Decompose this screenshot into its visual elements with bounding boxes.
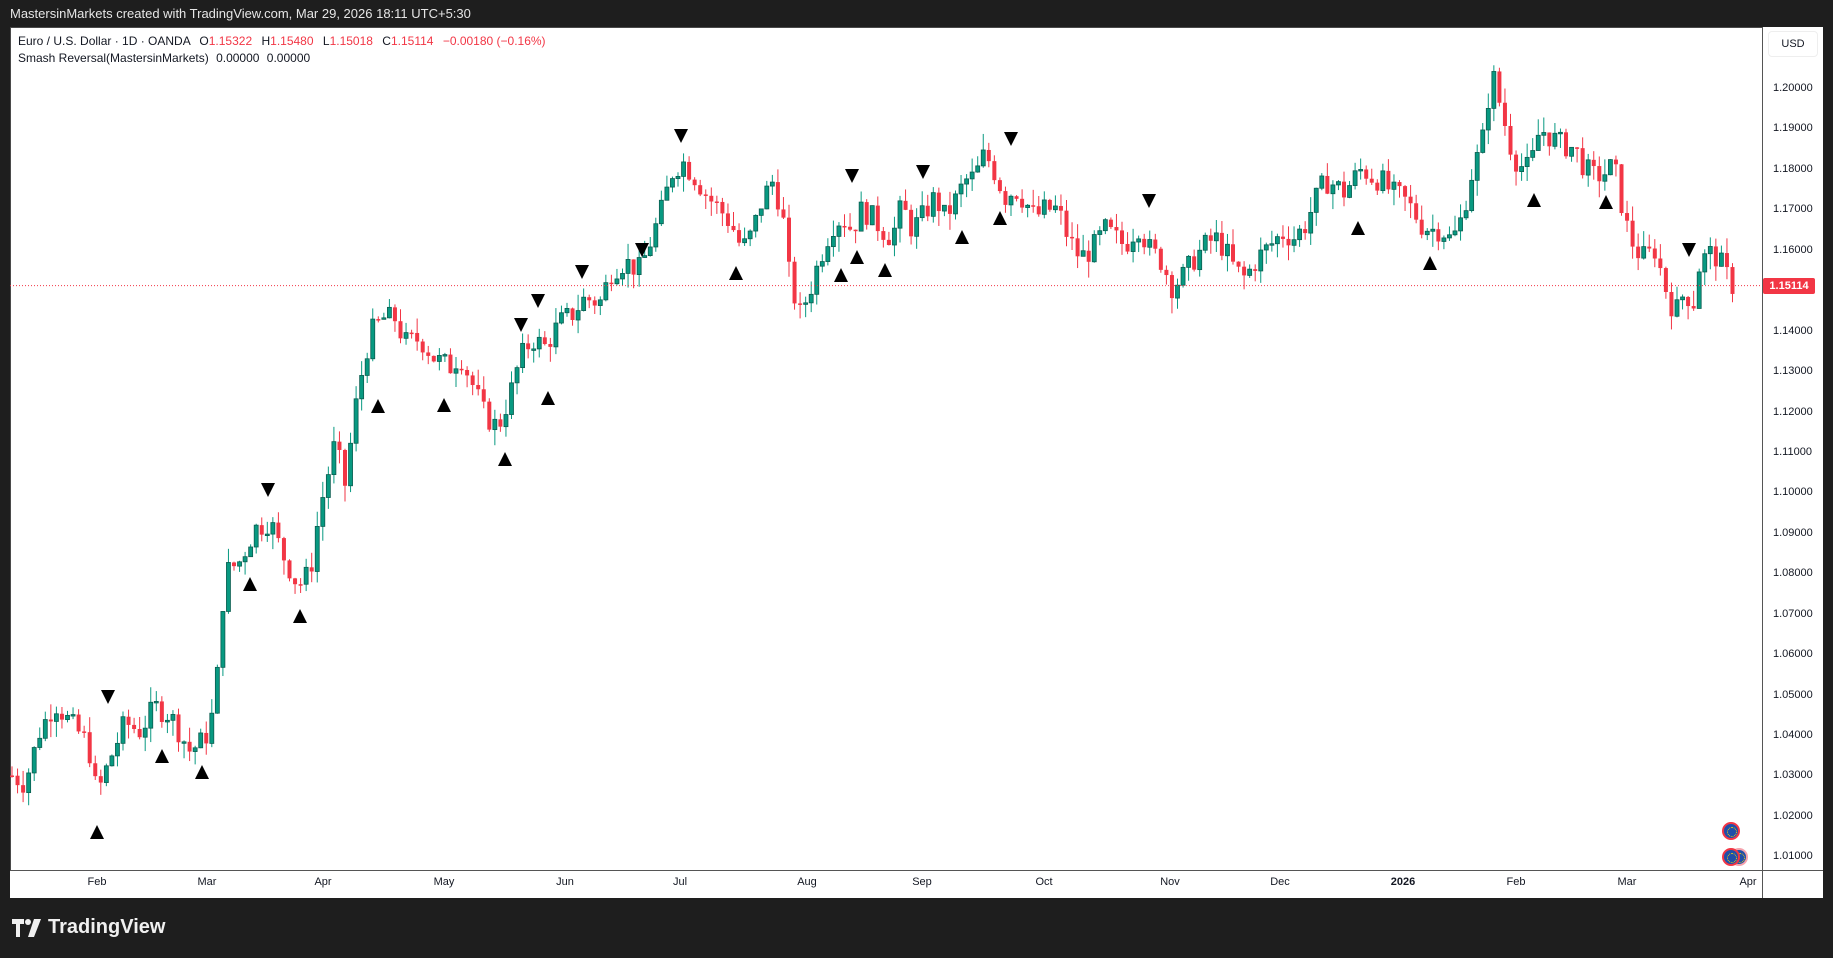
price-tick-label: 1.20000 <box>1773 82 1813 94</box>
change-value: −0.00180 (−0.16%) <box>442 34 546 48</box>
low-value: 1.15018 <box>329 34 373 48</box>
eur-flag-event-icon[interactable] <box>1722 848 1740 866</box>
close-value: 1.15114 <box>390 34 434 48</box>
bullish-reversal-marker-icon <box>993 211 1007 225</box>
indicator-value-2: 0.00000 <box>266 51 311 65</box>
time-tick-label: Jul <box>672 876 688 888</box>
price-tick-label: 1.02000 <box>1773 809 1813 822</box>
time-tick-label: Mar <box>197 876 217 888</box>
open-value: 1.15322 <box>208 34 253 48</box>
bullish-reversal-marker-icon <box>437 398 451 412</box>
bearish-reversal-marker-icon <box>261 483 275 497</box>
chart-caption: MastersinMarkets created with TradingVie… <box>10 6 471 21</box>
price-tick-label: 1.08000 <box>1773 567 1813 580</box>
chart-pane[interactable] <box>10 27 1762 870</box>
time-tick-label: 2026 <box>1390 876 1416 888</box>
bullish-reversal-marker-icon <box>1527 193 1541 207</box>
candlestick-series <box>10 65 1762 839</box>
bearish-reversal-marker-icon <box>845 169 859 183</box>
tradingview-logo[interactable]: TradingView <box>12 916 165 939</box>
tradingview-logo-icon <box>12 918 41 937</box>
time-tick-label: Feb <box>1506 876 1526 888</box>
high-value: 1.15480 <box>270 34 314 48</box>
eur-flag-event-icon[interactable] <box>1722 822 1740 840</box>
price-tick-label: 1.16000 <box>1773 243 1813 256</box>
price-tick-label: 1.07000 <box>1773 607 1813 620</box>
bearish-reversal-marker-icon <box>635 243 649 257</box>
time-tick-label: May <box>433 876 455 888</box>
bullish-reversal-marker-icon <box>729 266 743 280</box>
price-tick-label: 1.03000 <box>1773 769 1813 782</box>
chart-legend: Euro / U.S. Dollar · 1D · OANDA O1.15322… <box>18 33 546 67</box>
time-axis[interactable] <box>10 870 1762 898</box>
price-tick-label: 1.10000 <box>1773 486 1813 499</box>
indicator-legend-row[interactable]: Smash Reversal(MastersinMarkets) 0.00000… <box>18 50 546 67</box>
close-label: C <box>382 34 391 48</box>
indicator-title: Smash Reversal(MastersinMarkets) <box>18 51 209 65</box>
bullish-reversal-marker-icon <box>1423 256 1437 270</box>
bullish-reversal-marker-icon <box>541 391 555 405</box>
brand-name: TradingView <box>48 916 166 938</box>
time-tick-label: Mar <box>1617 876 1637 888</box>
price-tick-label: 1.18000 <box>1773 162 1813 175</box>
time-tick-label: Oct <box>1035 876 1053 888</box>
price-tick-label: 1.04000 <box>1773 729 1813 742</box>
high-label: H <box>261 34 271 48</box>
bullish-reversal-marker-icon <box>371 399 385 413</box>
bearish-reversal-marker-icon <box>1004 132 1018 146</box>
price-tick-label: 1.05000 <box>1773 688 1813 701</box>
time-tick-label: Jun <box>556 876 574 888</box>
open-label: O <box>199 34 209 48</box>
bullish-reversal-marker-icon <box>1351 221 1365 235</box>
bullish-reversal-marker-icon <box>243 577 257 591</box>
price-tick-label: 1.12000 <box>1773 405 1813 418</box>
price-tick-label: 1.09000 <box>1773 526 1813 539</box>
time-tick-label: Sep <box>912 876 932 888</box>
bullish-reversal-marker-icon <box>195 765 209 779</box>
price-tick-label: 1.11000 <box>1773 445 1812 458</box>
price-tick-label: 1.14000 <box>1773 324 1813 337</box>
bearish-reversal-marker-icon <box>674 129 688 143</box>
bearish-reversal-marker-icon <box>575 265 589 279</box>
bullish-reversal-marker-icon <box>878 263 892 277</box>
last-price-label: 1.15114 <box>1763 277 1815 294</box>
bullish-reversal-marker-icon <box>955 230 969 244</box>
bullish-reversal-marker-icon <box>1599 195 1613 209</box>
time-tick-label: Nov <box>1160 876 1180 888</box>
symbol-legend-row[interactable]: Euro / U.S. Dollar · 1D · OANDA O1.15322… <box>18 33 546 50</box>
bearish-reversal-marker-icon <box>514 318 528 332</box>
price-tick-label: 1.19000 <box>1773 122 1813 135</box>
time-tick-label: Apr <box>1739 876 1757 888</box>
bearish-reversal-marker-icon <box>1142 194 1156 208</box>
low-label: L <box>322 34 330 48</box>
bullish-reversal-marker-icon <box>498 452 512 466</box>
price-tick-label: 1.01000 <box>1773 850 1813 863</box>
bearish-reversal-marker-icon <box>1682 243 1696 257</box>
time-tick-label: Dec <box>1270 876 1290 888</box>
bullish-reversal-marker-icon <box>834 268 848 282</box>
currency-button[interactable]: USD <box>1768 31 1818 57</box>
indicator-value-1: 0.00000 <box>216 51 260 65</box>
bullish-reversal-marker-icon <box>850 250 864 264</box>
price-tick-label: 1.13000 <box>1773 365 1813 378</box>
time-tick-label: Aug <box>797 876 817 888</box>
bullish-reversal-marker-icon <box>90 825 104 839</box>
price-tick-label: 1.06000 <box>1773 648 1813 661</box>
axis-corner <box>1762 870 1823 898</box>
bearish-reversal-marker-icon <box>531 294 545 308</box>
chart-frame <box>10 27 1822 897</box>
time-tick-label: Feb <box>87 876 107 888</box>
bearish-reversal-marker-icon <box>101 690 115 704</box>
time-tick-label: Apr <box>314 876 332 888</box>
price-axis[interactable] <box>1762 27 1823 870</box>
symbol-title: Euro / U.S. Dollar · 1D · OANDA <box>18 34 191 48</box>
bullish-reversal-marker-icon <box>293 609 307 623</box>
price-tick-label: 1.17000 <box>1773 203 1813 216</box>
bearish-reversal-marker-icon <box>916 165 930 179</box>
bullish-reversal-marker-icon <box>155 749 169 763</box>
